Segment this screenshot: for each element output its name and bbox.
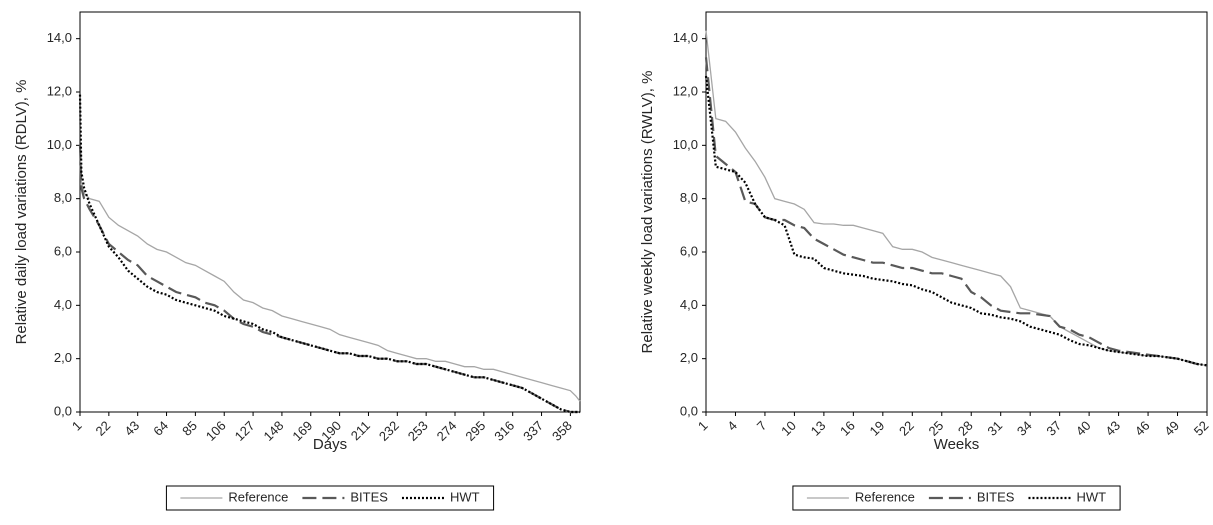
x-tick-label: 4 — [724, 418, 740, 434]
y-tick-label: 12,0 — [673, 83, 698, 98]
y-axis-title: Relative weekly load variations (RWLV), … — [639, 71, 656, 354]
x-tick-label: 22 — [896, 418, 917, 439]
x-tick-label: 337 — [520, 418, 546, 444]
x-tick-label: 40 — [1073, 418, 1094, 439]
plot-frame — [705, 11, 1208, 413]
legend: Reference BITES HWT — [792, 485, 1121, 511]
y-tick-label: 8,0 — [680, 190, 698, 205]
y-tick-label: 2,0 — [54, 350, 72, 365]
y-tick-label: 4,0 — [54, 297, 72, 312]
y-tick-label: 0,0 — [54, 403, 72, 418]
legend-label: Reference — [855, 489, 915, 504]
x-tick-label: 295 — [462, 418, 488, 444]
series-line — [705, 30, 1208, 366]
y-tick-label: 10,0 — [673, 137, 698, 152]
x-tick-label: 49 — [1161, 418, 1182, 439]
x-tick-label: 64 — [150, 418, 171, 439]
y-axis-title: Relative daily load variations (RDLV), % — [13, 80, 30, 345]
series-line — [78, 94, 580, 414]
x-axis-title: Days — [313, 436, 347, 453]
x-tick-label: 358 — [549, 418, 575, 444]
legend-label: HWT — [1076, 489, 1106, 504]
y-tick-label: 10,0 — [47, 137, 72, 152]
series-line — [704, 75, 1208, 367]
series-line — [79, 145, 581, 402]
series-line — [704, 57, 1208, 367]
legend-label: BITES — [977, 489, 1015, 504]
x-tick-label: 85 — [179, 418, 200, 439]
x-tick-label: 148 — [261, 418, 287, 444]
y-tick-label: 0,0 — [680, 403, 698, 418]
x-tick-label: 34 — [1014, 418, 1035, 439]
y-tick-label: 6,0 — [680, 243, 698, 258]
x-tick-label: 10 — [778, 418, 799, 439]
x-tick-label: 253 — [405, 418, 431, 444]
x-tick-label: 232 — [376, 418, 402, 444]
x-tick-label: 46 — [1132, 418, 1153, 439]
y-tick-label: 8,0 — [54, 190, 72, 205]
y-tick-label: 12,0 — [47, 83, 72, 98]
x-tick-label: 43 — [1102, 418, 1123, 439]
x-tick-label: 37 — [1043, 418, 1064, 439]
x-tick-label: 106 — [203, 418, 229, 444]
y-tick-label: 4,0 — [680, 297, 698, 312]
y-tick-label: 6,0 — [54, 243, 72, 258]
x-tick-label: 1 — [69, 418, 85, 434]
x-tick-label: 7 — [754, 418, 770, 434]
x-tick-label: 31 — [984, 418, 1005, 439]
x-tick-label: 22 — [93, 418, 114, 439]
plot-frame — [79, 11, 581, 413]
x-tick-label: 13 — [808, 418, 829, 439]
legend-label: BITES — [350, 489, 388, 504]
x-tick-label: 127 — [232, 418, 258, 444]
y-tick-label: 2,0 — [680, 350, 698, 365]
x-tick-label: 43 — [121, 418, 142, 439]
y-tick-label: 14,0 — [47, 30, 72, 45]
x-tick-label: 211 — [348, 418, 373, 443]
x-axis-title: Weeks — [934, 436, 980, 453]
x-tick-label: 16 — [837, 418, 858, 439]
x-tick-label: 169 — [289, 418, 315, 444]
x-tick-label: 1 — [695, 418, 711, 434]
legend-label: Reference — [228, 489, 288, 504]
x-tick-label: 52 — [1191, 418, 1212, 439]
legend: Reference BITES HWT — [165, 485, 495, 511]
series-line — [78, 145, 580, 414]
x-tick-label: 274 — [434, 418, 460, 444]
x-tick-label: 316 — [491, 418, 517, 444]
legend-label: HWT — [450, 489, 480, 504]
y-tick-label: 14,0 — [673, 30, 698, 45]
x-tick-label: 19 — [867, 418, 888, 439]
